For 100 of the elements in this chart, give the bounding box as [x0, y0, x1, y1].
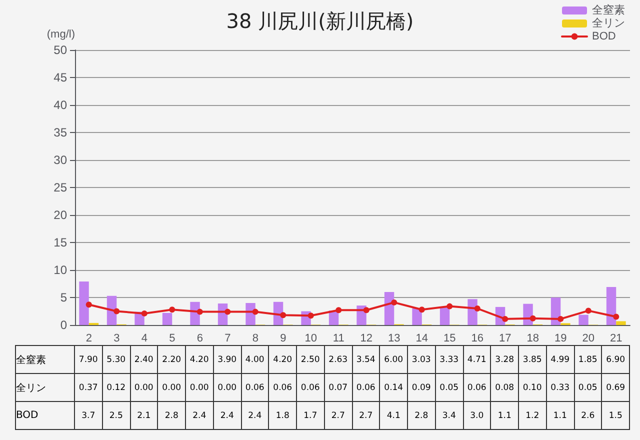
point: [308, 312, 314, 319]
data-label: 2.20: [158, 346, 186, 374]
data-label: 2.63: [324, 346, 352, 374]
data-label: 2.8: [158, 402, 186, 430]
data-label: 6.90: [602, 346, 630, 374]
point: [252, 308, 258, 315]
data-label: 0.12: [102, 374, 130, 402]
data-label: 0.69: [602, 374, 630, 402]
data-label: 5.30: [102, 346, 130, 374]
data-label: 1.5: [602, 402, 630, 430]
bar: [440, 306, 450, 325]
data-label: 3.4: [435, 402, 463, 430]
data-label: 3.0: [463, 402, 491, 430]
x-tick-label: 19: [554, 332, 567, 344]
x-tick-label: 17: [499, 332, 512, 344]
y-tick-label: 45: [54, 70, 68, 84]
point: [141, 310, 148, 316]
bar: [616, 321, 626, 325]
y-tick-label: 40: [54, 98, 68, 112]
bar: [162, 312, 172, 325]
data-label: 6.00: [380, 346, 408, 374]
data-label: 3.28: [490, 346, 518, 374]
bar: [606, 287, 616, 325]
data-label: 4.00: [241, 346, 269, 374]
data-label: 4.1: [380, 402, 408, 430]
chart-title: 38 川尻川(新川尻橋): [226, 9, 414, 33]
x-tick-label: 4: [141, 332, 148, 344]
data-label: 2.4: [241, 402, 269, 430]
point: [196, 308, 203, 315]
point: [474, 306, 480, 312]
data-label: 1.1: [546, 402, 574, 430]
point: [363, 307, 370, 314]
x-tick-label: 3: [114, 332, 120, 344]
point: [502, 316, 508, 322]
x-tick-label: 12: [360, 332, 372, 344]
data-label: 4.71: [463, 346, 491, 374]
y-tick-label: 25: [54, 180, 68, 194]
data-label: 0.06: [463, 374, 491, 402]
data-label: 2.8: [408, 402, 436, 430]
point: [613, 314, 620, 320]
bar: [79, 282, 89, 325]
y-tick-label: 0: [60, 318, 68, 332]
data-label: 2.1: [130, 402, 158, 430]
data-label: 0.08: [490, 374, 518, 402]
point: [280, 312, 286, 318]
point: [585, 308, 592, 314]
data-label: 3.90: [213, 346, 241, 374]
data-label: 0.00: [130, 374, 158, 402]
data-label: 3.7: [74, 402, 102, 430]
data-label: 4.20: [186, 346, 214, 374]
text: BOD: [16, 410, 38, 421]
x-tick-label: 13: [388, 332, 400, 344]
data-label: 2.4: [213, 402, 241, 430]
data-label: 0.06: [241, 374, 269, 402]
y-tick-label: 30: [54, 153, 68, 167]
data-label: 0.06: [296, 374, 324, 402]
data-label: 1.2: [518, 402, 546, 430]
data-label: 3.54: [352, 346, 380, 374]
data-label: 2.5: [102, 402, 130, 430]
x-tick-label: 6: [196, 332, 203, 344]
data-label: 1.85: [574, 346, 602, 374]
y-tick-label: 35: [54, 126, 68, 140]
y-axis-title: (mg/l): [46, 28, 75, 40]
data-label: 0.06: [352, 374, 380, 402]
bar: [578, 314, 588, 325]
data-label: 2.4: [186, 402, 214, 430]
data-label: 7.90: [74, 346, 102, 374]
y-tick-label: 5: [60, 290, 68, 304]
data-label: 3.03: [408, 346, 436, 374]
y-tick-label: 20: [54, 208, 68, 222]
data-label: 2.50: [296, 346, 324, 374]
y-tick-label: 50: [54, 43, 68, 57]
x-tick-label: 20: [582, 332, 594, 344]
x-tick-label: 7: [224, 332, 231, 344]
point: [114, 308, 120, 314]
data-label: 0.05: [574, 374, 602, 402]
data-label: 2.6: [574, 402, 602, 430]
data-label: 0.14: [380, 374, 408, 402]
legend-label: 全窒素: [592, 4, 625, 16]
x-tick-label: 14: [416, 332, 428, 344]
x-tick-label: 18: [526, 332, 539, 344]
x-tick-label: 8: [252, 332, 258, 344]
x-tick-label: 16: [471, 332, 484, 344]
point: [530, 315, 536, 322]
x-tick-label: 10: [304, 332, 317, 344]
data-label: 4.99: [546, 346, 574, 374]
data-label: 0.06: [268, 374, 296, 402]
data-label: 0.37: [74, 374, 102, 402]
data-label: 0.07: [324, 374, 352, 402]
data-label: 0.10: [518, 374, 546, 402]
legend-label: 全リン: [592, 18, 625, 30]
data-label: 2.40: [130, 346, 158, 374]
bar: [412, 308, 422, 325]
point: [224, 308, 231, 315]
data-label: 0.00: [213, 374, 241, 402]
data-label: 0.09: [408, 374, 436, 402]
point: [418, 306, 425, 313]
data-label: 2.7: [352, 402, 380, 430]
x-tick-label: 2: [86, 332, 92, 344]
y-tick-label: 10: [54, 263, 68, 277]
